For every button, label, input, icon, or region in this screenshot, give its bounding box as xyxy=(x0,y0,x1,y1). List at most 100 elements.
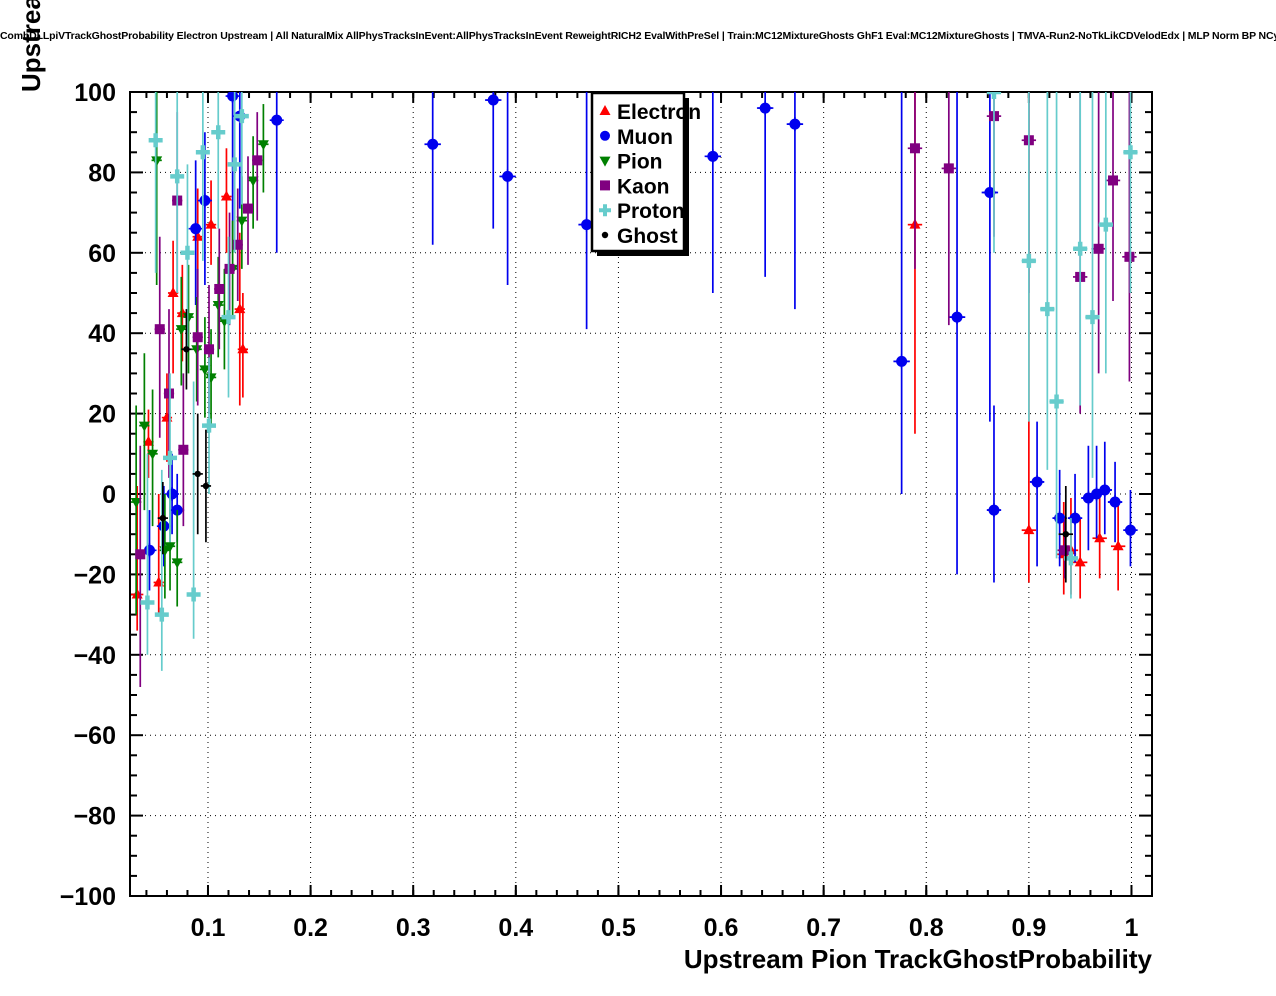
x-axis-title: Upstream Pion TrackGhostProbability xyxy=(684,944,1153,974)
plot-title: CombDLLpiVTrackGhostProbability Electron… xyxy=(0,30,1276,42)
x-tick-label: 0.9 xyxy=(1011,914,1046,942)
data-point xyxy=(195,92,210,261)
y-tick-label: 80 xyxy=(88,159,116,187)
data-point xyxy=(171,510,183,607)
data-point xyxy=(178,373,189,527)
data-point xyxy=(1072,92,1088,406)
data-point xyxy=(163,373,178,543)
data-points-layer xyxy=(130,92,1138,687)
data-point xyxy=(205,180,217,265)
data-point xyxy=(175,276,187,386)
data-point xyxy=(192,268,203,406)
legend-item-kaon[interactable]: Kaon xyxy=(600,175,670,198)
data-point xyxy=(499,92,516,285)
series-kaon xyxy=(135,92,1137,687)
data-point xyxy=(986,92,1002,253)
x-tick-label: 0.7 xyxy=(806,914,841,942)
y-tick-label: −20 xyxy=(74,561,116,589)
data-point xyxy=(135,445,146,687)
data-point xyxy=(147,389,159,527)
data-point xyxy=(205,329,217,426)
data-point xyxy=(1029,421,1045,567)
data-point xyxy=(188,160,203,306)
data-point xyxy=(192,413,203,535)
dot-icon xyxy=(601,231,609,239)
data-point xyxy=(1107,461,1123,543)
data-point xyxy=(1105,92,1121,302)
data-point xyxy=(1040,92,1055,470)
data-point xyxy=(227,92,242,253)
x-tick-label: 0.2 xyxy=(293,914,328,942)
data-point xyxy=(1110,502,1126,591)
data-point xyxy=(1091,92,1106,374)
legend-item-muon[interactable]: Muon xyxy=(600,126,673,149)
y-tick-label: 60 xyxy=(88,240,116,268)
data-point xyxy=(214,228,225,350)
data-point xyxy=(893,92,910,494)
x-tick-label: 0.8 xyxy=(909,914,944,942)
data-point xyxy=(424,92,441,245)
data-point xyxy=(200,429,212,543)
data-point xyxy=(1123,489,1138,567)
y-tick-label: 20 xyxy=(88,401,116,429)
data-point xyxy=(191,297,203,402)
data-point xyxy=(269,92,284,253)
data-point xyxy=(981,92,999,422)
data-point xyxy=(252,112,263,221)
data-point xyxy=(1098,92,1114,374)
data-point xyxy=(220,148,232,253)
data-point xyxy=(257,104,269,193)
data-point xyxy=(140,453,155,655)
legend-label: Muon xyxy=(617,126,673,149)
triangle-up-icon xyxy=(599,105,611,115)
x-tick-label: 0.3 xyxy=(396,914,431,942)
data-point xyxy=(1049,92,1064,559)
data-point xyxy=(1097,441,1112,535)
data-point xyxy=(154,469,169,671)
legend-label: Electron xyxy=(617,101,701,124)
data-point xyxy=(986,405,1002,583)
data-point xyxy=(181,309,192,390)
data-point xyxy=(151,92,163,285)
legend-item-electron[interactable]: Electron xyxy=(599,101,702,124)
legend-item-ghost[interactable]: Ghost xyxy=(601,225,678,248)
y-tick-label: −40 xyxy=(74,642,116,670)
data-point xyxy=(1123,92,1138,293)
y-tick-label: −80 xyxy=(74,803,116,831)
data-point xyxy=(1058,485,1073,583)
data-point xyxy=(182,264,194,374)
data-point xyxy=(1085,92,1100,478)
data-point xyxy=(1057,518,1072,579)
data-point xyxy=(948,92,966,575)
data-point xyxy=(224,212,235,326)
data-point xyxy=(163,309,175,478)
legend-label: Kaon xyxy=(617,175,670,198)
y-axis-title: Upstream Pion CombDLLpi xyxy=(16,0,46,92)
x-axis-tick-labels: 0.1 0.2 0.3 0.4 0.5 0.6 0.7 0.8 0.9 1 xyxy=(191,914,1139,942)
x-tick-label: 0.4 xyxy=(498,914,533,942)
data-point xyxy=(941,92,957,326)
square-icon xyxy=(600,180,610,191)
data-point xyxy=(148,92,163,273)
data-point xyxy=(907,92,923,269)
legend-label: Pion xyxy=(617,151,663,174)
data-point xyxy=(186,381,201,639)
data-point xyxy=(211,92,226,229)
data-point xyxy=(242,156,254,265)
legend-item-pion[interactable]: Pion xyxy=(599,151,663,174)
y-tick-label: −100 xyxy=(60,883,116,911)
data-point xyxy=(1021,92,1037,422)
x-tick-label: 0.1 xyxy=(191,914,226,942)
data-point xyxy=(212,256,224,358)
data-point xyxy=(170,92,185,293)
data-point xyxy=(202,357,217,494)
data-point xyxy=(756,92,774,277)
data-point xyxy=(786,92,804,310)
data-point xyxy=(157,481,168,555)
triangle-down-icon xyxy=(599,156,611,167)
y-tick-label: −60 xyxy=(74,722,116,750)
legend-item-proton[interactable]: Proton xyxy=(599,200,685,223)
